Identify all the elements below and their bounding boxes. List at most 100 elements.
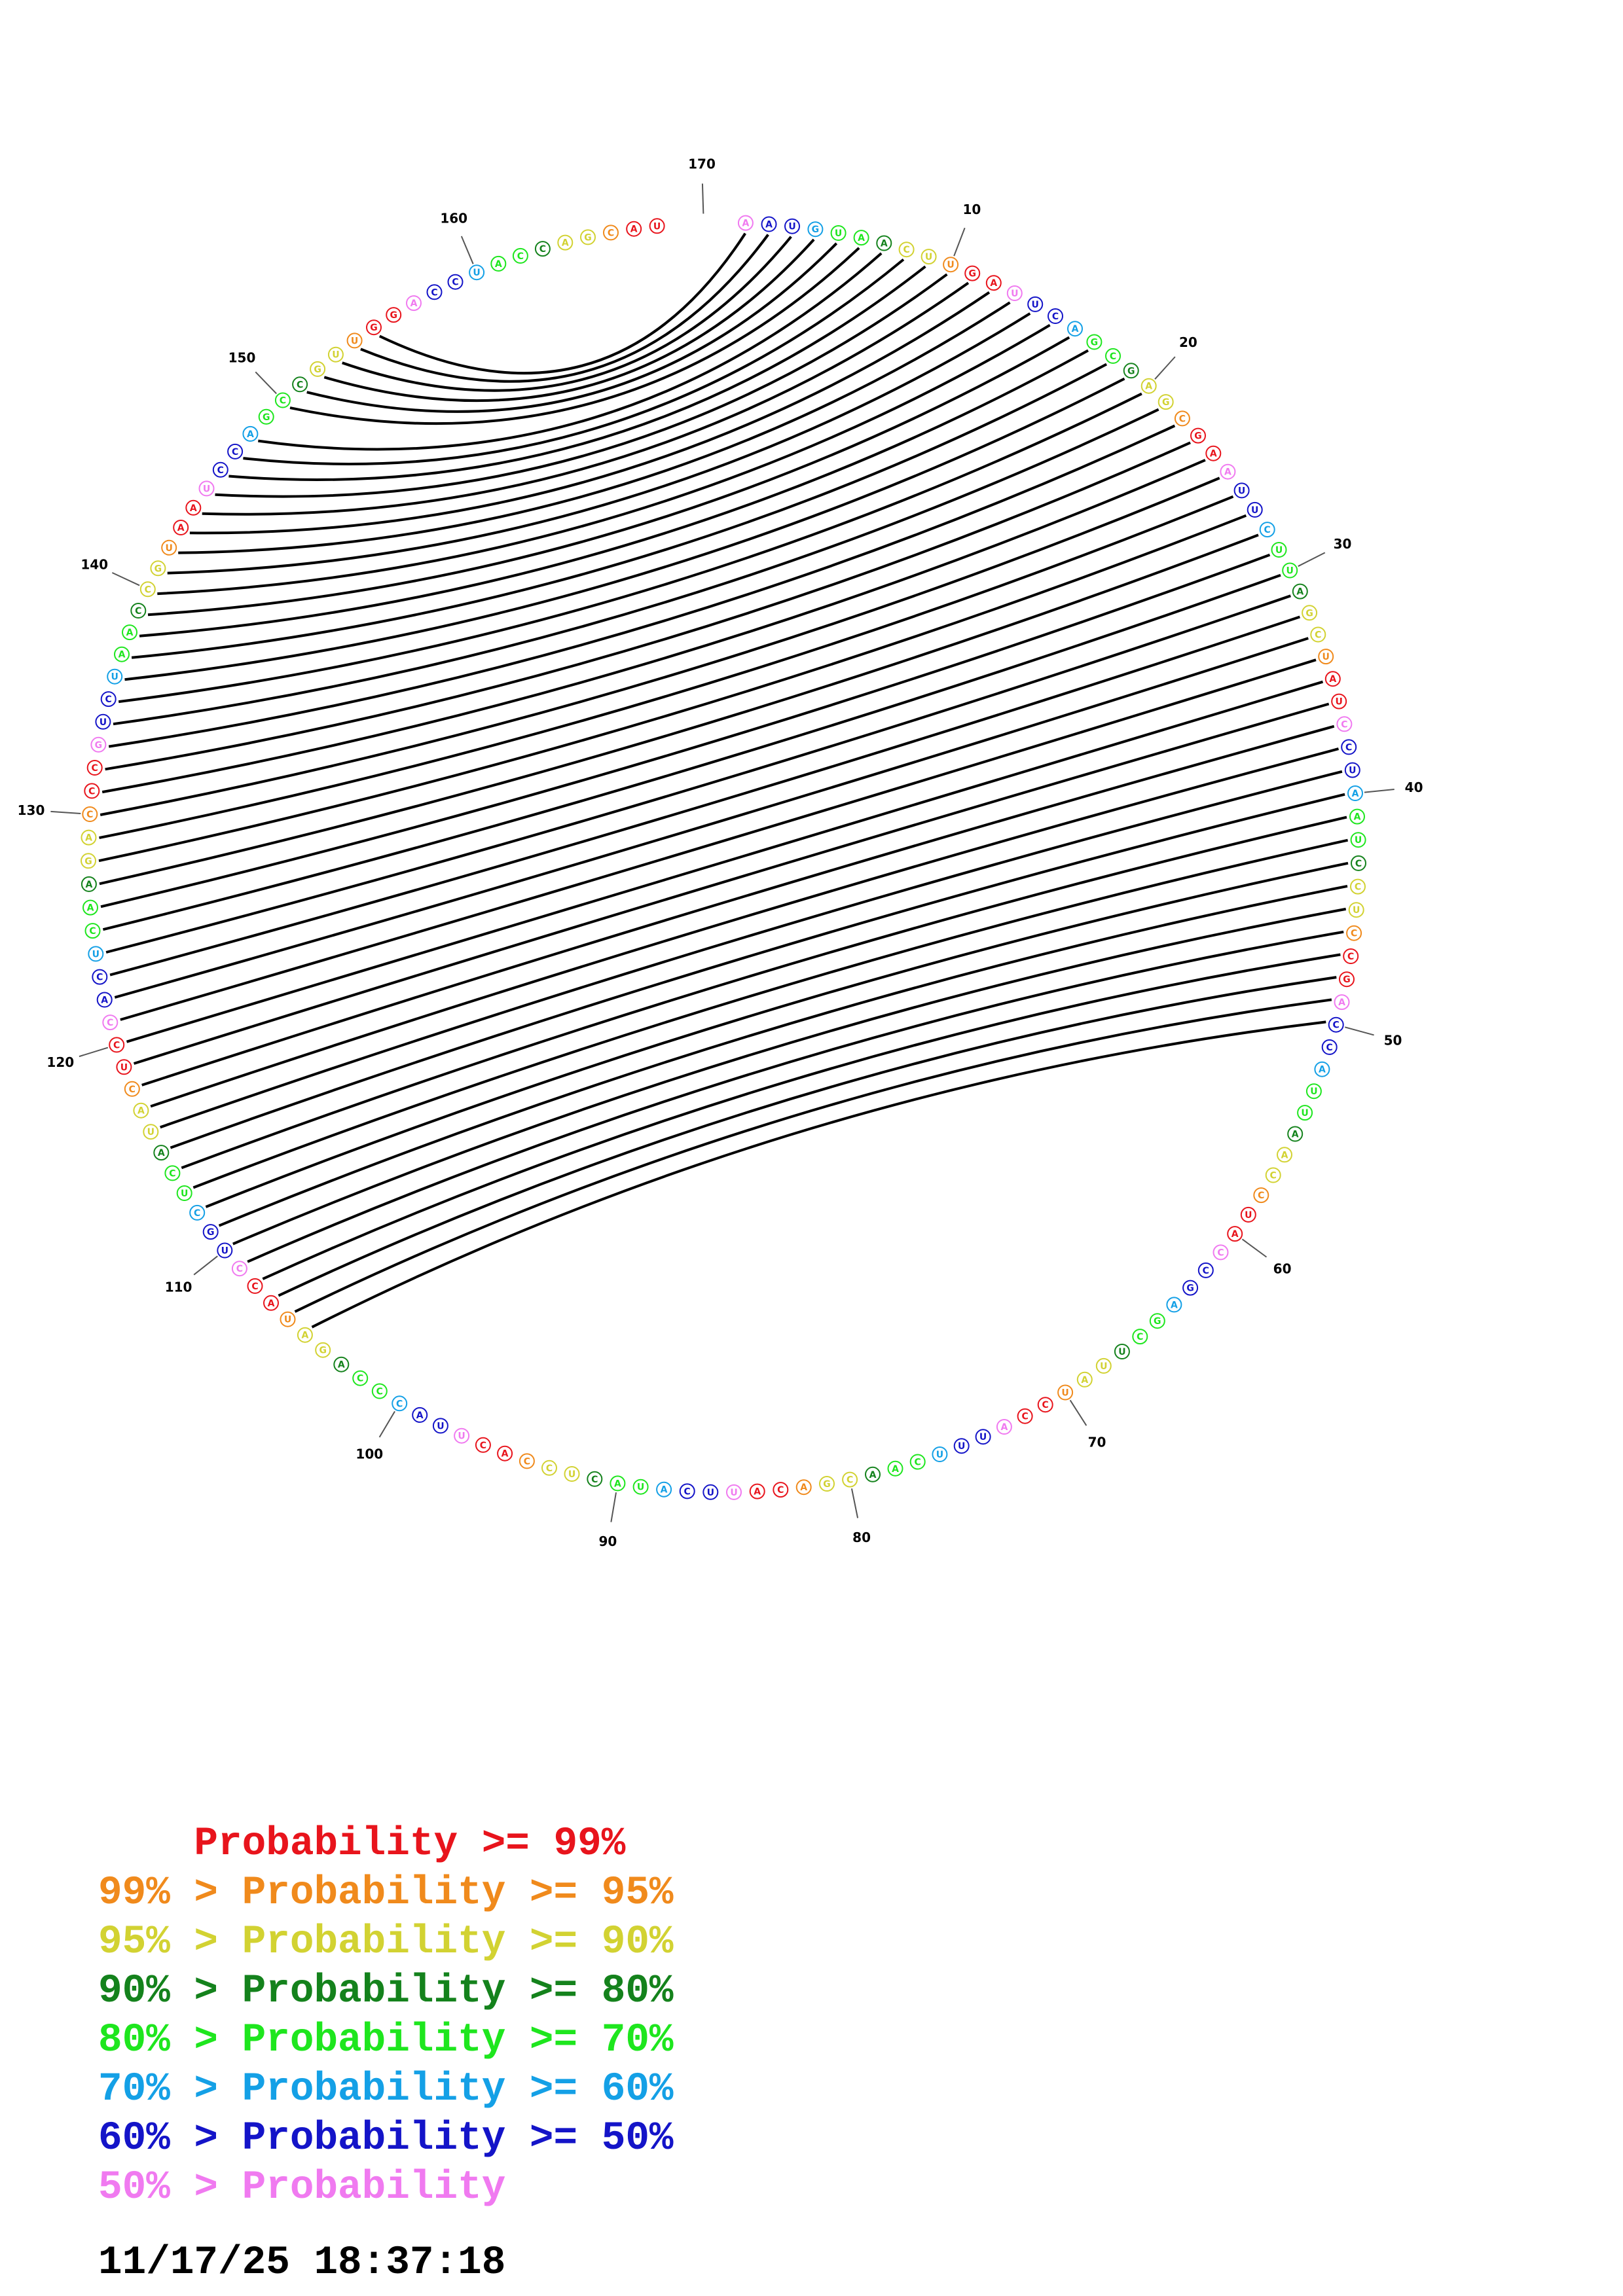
- nucleotide-letter: U: [1245, 1210, 1252, 1221]
- nucleotide-circle: [161, 539, 177, 556]
- nucleotide-circle: [773, 1482, 789, 1498]
- nucleotide-circle: [1314, 1061, 1330, 1077]
- nucleotide: C: [1336, 716, 1353, 732]
- nucleotide: C: [842, 1471, 858, 1488]
- nucleotide-letter: U: [979, 1432, 987, 1443]
- legend-item-p80: 90% > Probability >= 80%: [98, 1969, 674, 2014]
- nucleotide-circle: [603, 224, 619, 241]
- nucleotide-circle: [519, 1453, 535, 1469]
- nucleotide-circle: [1105, 348, 1121, 364]
- nucleotide-circle: [81, 829, 97, 846]
- nucleotide: G: [1339, 971, 1355, 988]
- nucleotide: C: [371, 1383, 388, 1399]
- nucleotide-circle: [297, 1327, 313, 1343]
- nucleotide-circle: [649, 218, 665, 234]
- nucleotide-circle: [352, 1370, 369, 1386]
- nucleotide: A: [1334, 994, 1350, 1011]
- nucleotide-circle: [749, 1483, 765, 1499]
- nucleotide: C: [82, 806, 98, 822]
- nucleotide: U: [784, 218, 800, 234]
- nucleotide: C: [1213, 1244, 1229, 1261]
- nucleotide-letter: C: [113, 1040, 120, 1050]
- position-tick: [1344, 1026, 1374, 1036]
- nucleotide-circle: [447, 274, 464, 290]
- nucleotide-circle: [1149, 1313, 1165, 1329]
- nucleotide-circle: [865, 1466, 881, 1482]
- nucleotide: A: [1067, 321, 1083, 337]
- nucleotide: U: [346, 332, 363, 349]
- nucleotide-letter: U: [458, 1431, 465, 1442]
- nucleotide: C: [541, 1460, 557, 1476]
- nucleotide-circle: [1205, 445, 1222, 461]
- nucleotide-letter: U: [835, 228, 842, 239]
- nucleotide-letter: C: [1110, 351, 1116, 362]
- nucleotide: U: [1233, 482, 1250, 499]
- nucleotide-letter: A: [137, 1106, 145, 1117]
- nucleotide-letter: G: [1127, 366, 1135, 376]
- pair-arc: [133, 702, 1330, 1065]
- nucleotide-circle: [1265, 1167, 1281, 1183]
- nucleotide-letter: C: [1217, 1247, 1224, 1258]
- nucleotide-letter: G: [314, 365, 321, 375]
- nucleotide: G: [90, 736, 107, 753]
- nucleotide-circle: [761, 216, 777, 232]
- nucleotide-circle: [943, 257, 959, 273]
- legend-item-plow: 50% > Probability: [98, 2165, 506, 2210]
- position-label: 70: [1088, 1434, 1106, 1450]
- nucleotide: A: [656, 1481, 672, 1498]
- nucleotide-circle: [1095, 1357, 1112, 1374]
- nucleotide-circle: [133, 1102, 149, 1119]
- nucleotide: C: [534, 241, 551, 257]
- nucleotide: A: [153, 1145, 170, 1161]
- nucleotide-circle: [1271, 542, 1287, 558]
- nucleotide: A: [406, 295, 422, 312]
- nucleotide: U: [943, 257, 959, 273]
- position-label: 100: [356, 1446, 383, 1462]
- nucleotide-letter: U: [1286, 566, 1294, 577]
- nucleotide-letter: A: [1224, 467, 1231, 478]
- nucleotide-circle: [198, 480, 215, 497]
- nucleotide-letter: U: [1349, 766, 1356, 776]
- pair-arc: [157, 323, 1051, 596]
- nucleotide-circle: [1240, 1206, 1256, 1223]
- nucleotide-letter: A: [990, 278, 997, 289]
- circle-plot: 10 20 30 40 50 60 70 80 90 100 110 120 130 140 150 160 1…: [18, 156, 1423, 1550]
- pair-arc: [243, 258, 905, 465]
- nucleotide-circle: [247, 1278, 263, 1294]
- nucleotide: U: [921, 249, 937, 265]
- nucleotide: A: [114, 646, 130, 662]
- nucleotide: U: [830, 225, 847, 241]
- nucleotide-circle: [88, 946, 104, 962]
- nucleotide-letter: A: [338, 1360, 345, 1371]
- nucleotide-circle: [784, 218, 800, 234]
- nucleotide-letter: C: [608, 228, 614, 238]
- nucleotide-letter: U: [1011, 289, 1018, 299]
- nucleotide-letter: A: [1292, 1130, 1299, 1140]
- nucleotide-circle: [130, 603, 147, 619]
- nucleotide: C: [1346, 925, 1362, 941]
- nucleotide: G: [1182, 1280, 1199, 1296]
- nucleotide: G: [580, 229, 596, 245]
- nucleotide-letter: U: [653, 221, 661, 232]
- nucleotide-circle: [909, 1454, 926, 1470]
- position-label: 130: [18, 802, 45, 818]
- nucleotide: C: [247, 1278, 263, 1294]
- nucleotide-circle: [679, 1483, 695, 1499]
- position-label: 140: [81, 556, 108, 572]
- pair-arc: [205, 861, 1349, 1208]
- nucleotide-circle: [557, 234, 574, 251]
- nucleotide-letter: C: [357, 1374, 363, 1384]
- nucleotide-circle: [1086, 334, 1103, 350]
- nucleotide-letter: C: [88, 786, 95, 797]
- pair-arc: [360, 234, 769, 383]
- nucleotide-circle: [964, 265, 981, 281]
- pairing-arcs: [98, 232, 1349, 1329]
- nucleotide-letter: A: [765, 220, 773, 230]
- nucleotide-letter: C: [107, 1018, 113, 1028]
- nucleotide-letter: A: [495, 259, 502, 270]
- nucleotide-letter: C: [684, 1486, 691, 1497]
- nucleotide-circle: [84, 783, 100, 799]
- nucleotide: A: [1140, 378, 1157, 394]
- nucleotide-circle: [1213, 1244, 1229, 1261]
- nucleotide: U: [161, 539, 177, 556]
